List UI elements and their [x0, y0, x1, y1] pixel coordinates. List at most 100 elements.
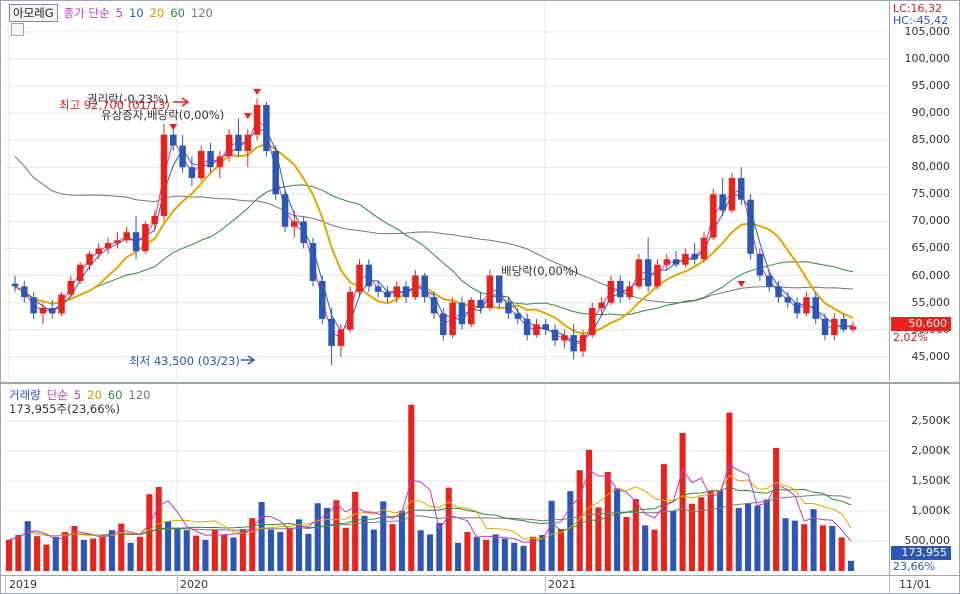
volume-bar-up — [15, 535, 22, 571]
candle-down — [30, 297, 37, 314]
volume-bar-down — [492, 534, 499, 571]
volume-bar-down — [174, 527, 181, 571]
current-volume-percent: 23,66% — [893, 560, 935, 573]
volume-bar-down — [782, 518, 789, 571]
vol-ma-60-label: 60 — [107, 388, 123, 402]
price-chart-header: 아모레G 종가 단순 5 10 20 60 120 — [9, 4, 213, 22]
volume-bar-down — [436, 523, 443, 571]
vol-ma-60-line — [8, 486, 852, 541]
volume-bar-down — [642, 525, 649, 571]
volume-bar-down — [380, 501, 387, 571]
volume-bar-down — [361, 515, 368, 571]
candle-up — [654, 264, 661, 287]
candle-down — [775, 286, 782, 298]
vol-ma-5-label: 5 — [73, 388, 82, 402]
volume-bar-up — [595, 507, 602, 571]
volume-bar-down — [267, 529, 274, 571]
volume-bar-down — [539, 535, 546, 571]
candle-down — [272, 150, 279, 195]
candle-down — [812, 297, 820, 319]
x-label-2019: 2019 — [9, 578, 37, 591]
volume-bar-down — [127, 542, 134, 571]
vol-ma-20-line — [8, 474, 852, 541]
candle-down — [616, 280, 624, 298]
candle-up — [244, 134, 252, 151]
volume-bar-up — [576, 470, 583, 571]
candle-up — [831, 318, 838, 336]
candle-up — [346, 291, 354, 330]
candle-up — [104, 243, 112, 249]
volume-bar-up — [557, 529, 565, 571]
candle-down — [505, 302, 512, 314]
volume-bar-down — [763, 499, 770, 571]
candle-up — [449, 302, 456, 336]
price-chart[interactable] — [5, 1, 889, 381]
candle-up — [710, 194, 717, 238]
candle-down — [644, 259, 652, 287]
volume-bar-up — [529, 536, 536, 571]
price-axis-tick: 75,000 — [911, 187, 951, 201]
candle-up — [849, 326, 857, 330]
volume-bar-up — [773, 448, 780, 571]
x-label-2021: 2021 — [548, 578, 576, 591]
volume-bar-up — [333, 500, 340, 571]
lc-value: LC:16,32 — [893, 2, 943, 15]
stock-name[interactable]: 아모레G — [9, 4, 58, 22]
ma-5-label: 5 — [115, 6, 123, 20]
candle-down — [458, 302, 466, 325]
volume-bar-down — [473, 536, 480, 571]
candle-down — [207, 150, 214, 168]
candle-up — [589, 308, 596, 336]
volume-bar-down — [417, 530, 424, 571]
candle-up — [67, 280, 75, 295]
candle-up — [216, 156, 224, 168]
volume-bar-down — [314, 503, 321, 571]
candle-down — [300, 221, 307, 244]
x-tick — [889, 576, 890, 594]
candle-up — [607, 280, 615, 303]
volume-bar-up — [660, 464, 667, 571]
candle-up — [533, 324, 540, 336]
volume-bar-up — [389, 524, 396, 571]
candle-down — [170, 134, 177, 146]
chart-settings-button[interactable] — [11, 23, 24, 36]
candle-up — [393, 286, 401, 298]
candle-down — [672, 259, 680, 265]
candle-up — [151, 215, 158, 225]
price-axis-tick: 60,000 — [911, 268, 951, 282]
candle-up — [728, 178, 736, 211]
candle-up — [253, 104, 261, 135]
price-axis-tick: 90,000 — [911, 106, 951, 120]
candle-down — [477, 299, 484, 309]
candle-down — [440, 313, 447, 336]
x-tick — [545, 576, 546, 594]
time-axis: 2019 2020 2021 11/01 — [1, 575, 959, 594]
vol-ma-120-label: 120 — [128, 388, 151, 402]
candle-down — [48, 308, 56, 314]
volume-bar-up — [239, 529, 246, 571]
volume-bar-down — [295, 519, 303, 571]
volume-bar-down — [230, 537, 237, 571]
volume-chart-pane[interactable] — [5, 385, 889, 575]
volume-bar-up — [801, 524, 808, 571]
candle-down — [281, 194, 289, 227]
volume-bar-up — [586, 449, 593, 571]
candle-down — [793, 302, 801, 314]
high-arrow-icon — [173, 97, 190, 107]
pane-divider[interactable] — [1, 382, 959, 384]
volume-bar-down — [567, 491, 574, 571]
candle-down — [179, 145, 186, 168]
candle-down — [365, 264, 373, 287]
volume-bar-up — [211, 529, 218, 571]
high-price-annotation: 최고 92,700 (01/13) — [59, 98, 170, 112]
volume-axis-tick: 500,000 — [904, 534, 951, 547]
lc-hc-readout: LC:16,32 HC:-45,42 — [889, 3, 955, 27]
vol-ma-5-line — [8, 464, 852, 543]
volume-bar-up — [136, 536, 144, 571]
dividend-annotation: 배당락(0,00%) — [501, 264, 579, 278]
price-chart-pane[interactable] — [5, 1, 889, 381]
candle-up — [700, 237, 708, 260]
volume-bar-down — [426, 534, 434, 571]
volume-chart[interactable] — [5, 385, 889, 575]
candle-down — [821, 318, 829, 336]
